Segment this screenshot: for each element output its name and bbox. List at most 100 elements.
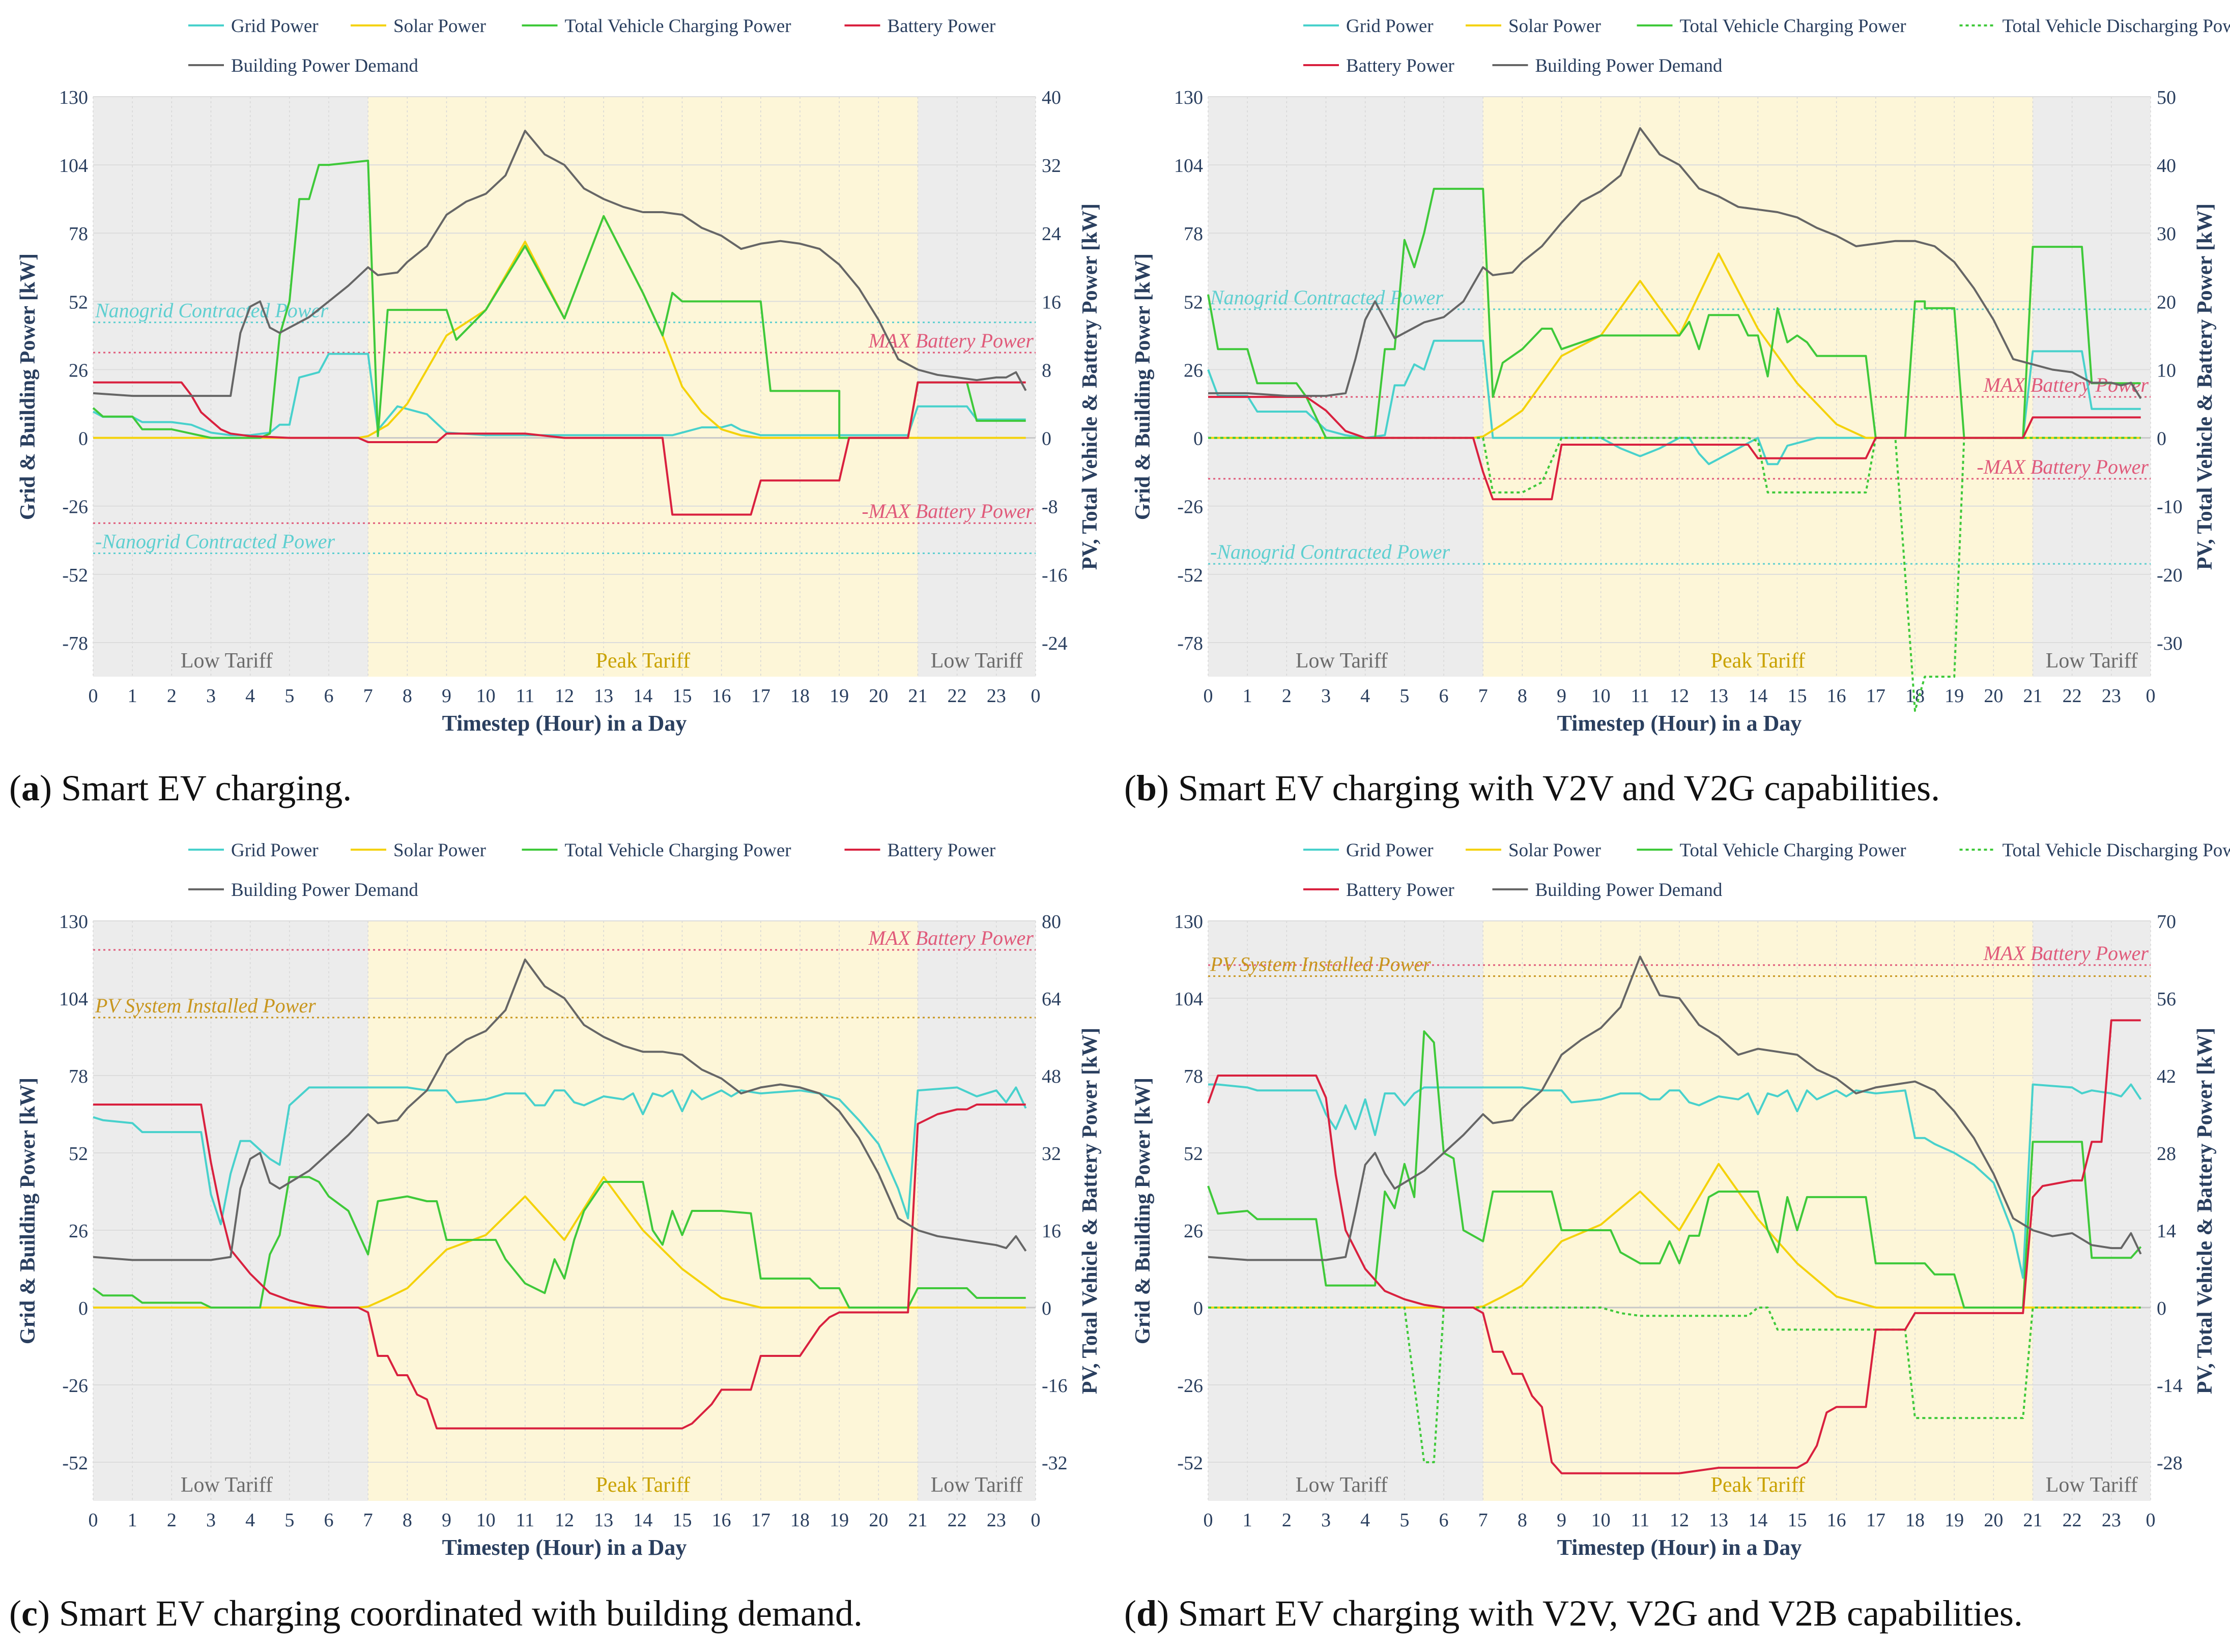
chart-d-hline-label: MAX Battery Power <box>1983 942 2149 965</box>
chart-a-hline-label: Nanogrid Contracted Power <box>95 299 328 322</box>
chart-b-legend-item-grid: Grid Power <box>1346 16 1434 37</box>
chart-b-xtick: 16 <box>1827 685 1846 707</box>
chart-d-ytick-right: -28 <box>2157 1453 2183 1474</box>
chart-a-series-battery <box>93 381 1026 516</box>
chart-d-tariff-label: Peak Tariff <box>1711 1473 1806 1497</box>
chart-b-xtick: 22 <box>2063 685 2082 707</box>
chart-c-ytick-left: -52 <box>62 1453 88 1474</box>
caption-a: (a) Smart EV charging. <box>9 768 352 808</box>
chart-c-band-low-right <box>918 921 1036 1501</box>
chart-c-xtick: 11 <box>516 1510 535 1531</box>
chart-c-y-axis-title-right: PV, Total Vehicle & Battery Power [kW] <box>1078 1028 1102 1395</box>
chart-c-xtick: 0 <box>1031 1510 1041 1531</box>
chart-b-hline-label: -MAX Battery Power <box>1977 455 2149 478</box>
chart-b-ytick-right: 30 <box>2157 223 2176 245</box>
chart-b-xtick: 23 <box>2102 685 2121 707</box>
chart-d-ytick-right: 56 <box>2157 989 2176 1010</box>
chart-c-ytick-left: 130 <box>59 911 88 933</box>
chart-b-xtick: 17 <box>1866 685 1885 707</box>
chart-c-ytick-left: 78 <box>69 1066 88 1087</box>
chart-b-legend-item-solar: Solar Power <box>1508 16 1601 37</box>
chart-d-xtick: 12 <box>1670 1510 1689 1531</box>
chart-b-ytick-right: -10 <box>2157 497 2183 518</box>
chart-a-hline-label: -Nanogrid Contracted Power <box>95 530 335 553</box>
chart-b-xtick: 21 <box>2023 685 2043 707</box>
chart-b-xtick: 8 <box>1518 685 1527 707</box>
chart-a-xtick: 7 <box>363 685 373 707</box>
chart-a-ytick-left: 78 <box>69 223 88 245</box>
chart-a-xtick: 21 <box>908 685 928 707</box>
chart-c-legend-item-charging: Total Vehicle Charging Power <box>565 840 791 861</box>
chart-c-legend-item-solar: Solar Power <box>393 840 486 861</box>
chart-b-ytick-left: 78 <box>1184 223 1203 245</box>
chart-d-xtick: 19 <box>1945 1510 1964 1531</box>
chart-b-xtick: 12 <box>1670 685 1689 707</box>
chart-b-xtick: 0 <box>2146 685 2156 707</box>
chart-a-y-axis-title-left: Grid & Building Power [kW] <box>16 253 40 520</box>
chart-b-ytick-right: 40 <box>2157 155 2176 177</box>
chart-d-xtick: 3 <box>1321 1510 1331 1531</box>
caption-a-letter: a <box>21 768 40 808</box>
chart-d-xtick: 16 <box>1827 1510 1846 1531</box>
chart-c-ytick-right: -16 <box>1042 1375 1068 1397</box>
chart-d-xtick: 20 <box>1984 1510 2003 1531</box>
chart-d-xtick: 0 <box>2146 1510 2156 1531</box>
chart-a-ytick-right: 8 <box>1042 360 1051 381</box>
chart-b-xtick: 0 <box>1204 685 1213 707</box>
chart-b-ytick-left: 0 <box>1193 428 1203 450</box>
chart-a-xtick: 13 <box>594 685 613 707</box>
chart-b-ytick-right: -20 <box>2157 565 2183 586</box>
chart-a-xtick: 8 <box>403 685 412 707</box>
chart-b-ytick-right: 10 <box>2157 360 2176 381</box>
chart-b-xtick: 3 <box>1321 685 1331 707</box>
chart-d-xtick: 7 <box>1478 1510 1488 1531</box>
chart-b-tariff-label: Peak Tariff <box>1711 649 1806 673</box>
chart-b-ytick-right: 20 <box>2157 292 2176 313</box>
chart-c-xtick: 18 <box>790 1510 810 1531</box>
chart-a-x-axis-title: Timestep (Hour) in a Day <box>442 711 687 736</box>
chart-d-ytick-left: 104 <box>1174 989 1203 1010</box>
chart-b-ytick-right: 50 <box>2157 87 2176 108</box>
chart-d-ytick-right: 0 <box>2157 1298 2166 1319</box>
chart-c-ytick-right: 0 <box>1042 1298 1051 1319</box>
chart-d-legend-item-discharging: Total Vehicle Discharging Power <box>2003 840 2230 861</box>
chart-a-ytick-right: -8 <box>1042 497 1058 518</box>
chart-b-ytick-left: 26 <box>1184 360 1203 381</box>
chart-c-xtick: 8 <box>403 1510 412 1531</box>
chart-b-tariff-label: Low Tariff <box>1296 649 1388 673</box>
chart-c-xtick: 14 <box>633 1510 652 1531</box>
chart-d-xtick: 0 <box>1204 1510 1213 1531</box>
chart-a-ytick-left: -52 <box>62 565 88 586</box>
caption-b-text: Smart EV charging with V2V and V2G capab… <box>1178 768 1940 808</box>
chart-b-tariff-label: Low Tariff <box>2046 649 2138 673</box>
chart-d-ytick-left: 52 <box>1184 1143 1203 1165</box>
chart-b-xtick: 6 <box>1439 685 1449 707</box>
chart-a-series-building <box>93 130 1027 397</box>
chart-panel-b: -78 -52 -26 0 26 52 78 104 130 -30 -20 -10 0 10 20 30 40… <box>1115 0 2230 753</box>
chart-c-xtick: 19 <box>830 1510 849 1531</box>
chart-c-tariff-label: Low Tariff <box>181 1473 273 1497</box>
chart-a: -78-52-260265278104130-24-16-80816243240… <box>16 16 1102 736</box>
chart-c-xtick: 5 <box>284 1510 294 1531</box>
chart-d-xtick: 21 <box>2023 1510 2043 1531</box>
chart-a-xtick: 23 <box>987 685 1006 707</box>
chart-a-ytick-left: 0 <box>78 428 88 450</box>
chart-d-legend-item-battery: Battery Power <box>1346 880 1454 901</box>
chart-d-x-axis-title: Timestep (Hour) in a Day <box>1557 1535 1802 1560</box>
chart-c-ytick-right: 80 <box>1042 911 1061 933</box>
chart-d-legend-item-grid: Grid Power <box>1346 840 1434 861</box>
chart-c-hline-label: PV System Installed Power <box>95 994 316 1017</box>
chart-a-y-axis-title-right: PV, Total Vehicle & Battery Power [kW] <box>1078 204 1102 570</box>
chart-a-legend-item-building: Building Power Demand <box>231 55 418 76</box>
chart-b-xtick: 15 <box>1788 685 1807 707</box>
chart-d-ytick-right: 14 <box>2157 1221 2176 1242</box>
chart-d-hline-label: PV System Installed Power <box>1210 953 1431 976</box>
chart-b-ytick-left: 130 <box>1174 87 1203 108</box>
chart-c-xtick: 1 <box>128 1510 137 1531</box>
chart-b-xtick: 1 <box>1243 685 1252 707</box>
chart-a-ytick-right: 0 <box>1042 428 1051 450</box>
caption-c-letter: c <box>21 1593 38 1634</box>
chart-c-legend-item-battery: Battery Power <box>888 840 996 861</box>
chart-a-legend-item-charging: Total Vehicle Charging Power <box>565 16 791 37</box>
chart-a-xtick: 0 <box>89 685 98 707</box>
